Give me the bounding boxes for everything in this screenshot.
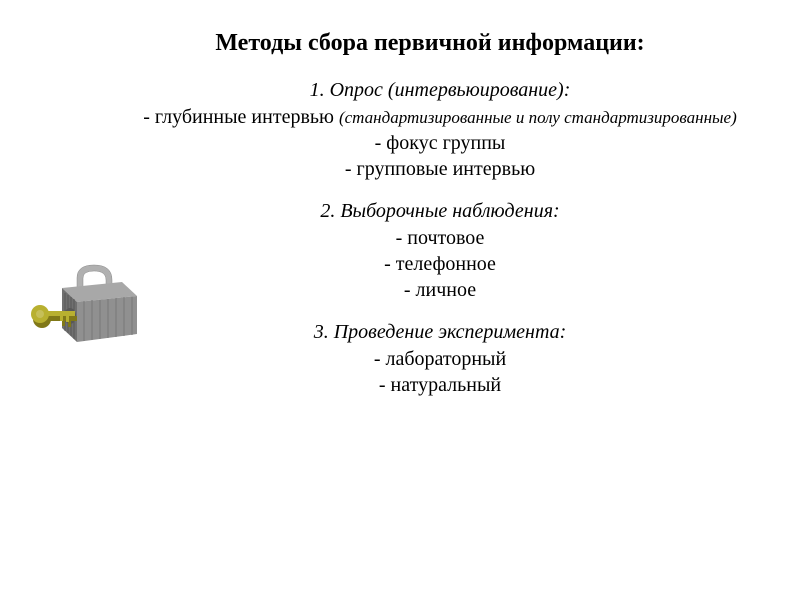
list-item: - фокус группы	[140, 130, 740, 156]
list-item: - глубинные интервью (стандартизированны…	[140, 104, 740, 130]
list-item: - групповые интервью	[140, 156, 740, 182]
list-item: - натуральный	[140, 372, 740, 398]
list-item: - лабораторный	[140, 346, 740, 372]
list-item: - почтовое	[140, 225, 740, 251]
section-heading-2: 2. Выборочные наблюдения:	[140, 200, 740, 223]
section-heading-3: 3. Проведение эксперимента:	[140, 321, 740, 344]
content-block: 1. Опрос (интервьюирование): - глубинные…	[140, 79, 740, 398]
padlock-key-icon	[22, 260, 152, 355]
list-item: - телефонное	[140, 251, 740, 277]
slide-container: Методы сбора первичной информации: 1. Оп…	[0, 0, 800, 600]
slide-title: Методы сбора первичной информации:	[100, 30, 760, 57]
list-item: - личное	[140, 277, 740, 303]
section-heading-1: 1. Опрос (интервьюирование):	[140, 79, 740, 102]
item-note: (стандартизированные и полу стандартизир…	[339, 108, 737, 127]
item-text: - глубинные интервью	[143, 106, 339, 128]
